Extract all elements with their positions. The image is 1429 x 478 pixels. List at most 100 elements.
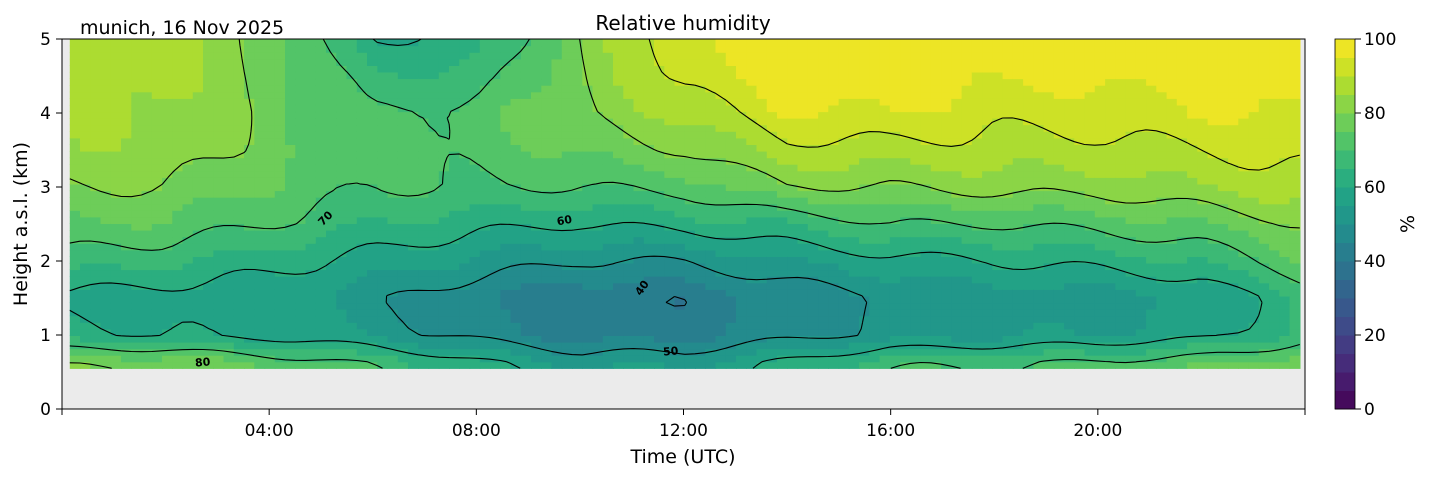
rh-cell [1084, 361, 1096, 369]
rh-cell [684, 111, 696, 119]
rh-cell [705, 52, 717, 60]
rh-cell [151, 282, 163, 290]
rh-cell [684, 65, 696, 73]
rh-cell [848, 45, 860, 53]
rh-cell [377, 170, 389, 178]
rh-cell [1043, 52, 1055, 60]
rh-cell [992, 98, 1004, 106]
rh-cell [541, 45, 553, 53]
rh-cell [520, 243, 532, 251]
rh-cell [736, 355, 747, 363]
rh-cell [541, 243, 553, 251]
rh-cell [869, 361, 881, 369]
rh-cell [315, 295, 327, 304]
rh-cell [295, 203, 307, 211]
rh-cell [80, 85, 91, 93]
rh-cell [408, 309, 419, 317]
rh-cell [459, 183, 471, 192]
rh-cell [264, 65, 276, 73]
rh-cell [264, 216, 276, 224]
rh-cell [889, 342, 901, 350]
rh-cell [705, 170, 717, 178]
rh-cell [449, 216, 460, 224]
rh-cell [992, 85, 1004, 93]
rh-cell [756, 39, 768, 47]
rh-cell [961, 210, 973, 218]
rh-cell [172, 118, 184, 126]
rh-cell [1033, 190, 1045, 198]
rh-cell [274, 302, 286, 310]
rh-cell [572, 295, 583, 304]
rh-cell [479, 124, 491, 132]
rh-cell [172, 243, 184, 251]
rh-cell [520, 269, 532, 277]
rh-cell [879, 249, 891, 257]
rh-cell [859, 230, 870, 238]
rh-cell [777, 249, 788, 257]
rh-cell [746, 144, 758, 152]
rh-cell [141, 295, 153, 304]
rh-cell [531, 230, 542, 238]
rh-cell [326, 164, 337, 172]
rh-cell [295, 243, 307, 251]
rh-cell [879, 124, 891, 132]
rh-cell [674, 98, 686, 106]
rh-cell [582, 144, 594, 152]
rh-cell [633, 111, 645, 119]
rh-cell [818, 256, 829, 264]
rh-cell [684, 177, 696, 185]
rh-cell [623, 276, 635, 284]
rh-cell [643, 58, 655, 66]
rh-cell [654, 223, 665, 231]
rh-cell [746, 282, 758, 290]
rh-cell [859, 236, 870, 244]
rh-cell [879, 269, 891, 277]
rh-cell [1064, 282, 1075, 290]
rh-cell [141, 144, 153, 152]
rh-cell [469, 216, 481, 224]
rh-cell [920, 210, 932, 218]
rh-cell [736, 91, 747, 99]
rh-cell [992, 289, 1004, 297]
rh-cell [756, 98, 768, 106]
rh-cell [725, 164, 737, 172]
rh-cell [1084, 151, 1096, 159]
rh-cell [490, 295, 501, 304]
rh-cell [438, 71, 450, 80]
rh-cell [766, 177, 778, 185]
rh-cell [203, 164, 214, 172]
rh-cell [305, 190, 317, 198]
rh-cell [469, 39, 481, 47]
rh-cell [151, 210, 163, 218]
rh-cell [818, 137, 829, 145]
rh-cell [992, 230, 1004, 238]
rh-cell [828, 118, 840, 126]
rh-cell [859, 91, 870, 99]
rh-cell [828, 144, 840, 152]
rh-cell [438, 289, 450, 297]
rh-cell [602, 236, 614, 244]
rh-cell [213, 230, 225, 238]
rh-cell [1084, 170, 1096, 178]
rh-cell [910, 190, 922, 198]
rh-cell [900, 98, 911, 106]
rh-cell [397, 295, 409, 304]
rh-cell [1033, 322, 1045, 330]
rh-cell [756, 71, 768, 80]
rh-cell [920, 236, 932, 244]
rh-cell [643, 348, 655, 356]
rh-cell [387, 151, 399, 159]
rh-cell [807, 348, 819, 356]
rh-cell [305, 91, 317, 99]
rh-cell [264, 183, 276, 192]
rh-cell [602, 302, 614, 310]
rh-cell [469, 328, 481, 336]
rh-cell [285, 289, 296, 297]
rh-cell [992, 137, 1004, 145]
rh-cell [397, 45, 409, 53]
rh-cell [582, 131, 594, 139]
rh-cell [910, 328, 922, 336]
rh-cell [838, 302, 850, 310]
rh-cell [1074, 131, 1086, 139]
rh-cell [674, 111, 686, 119]
